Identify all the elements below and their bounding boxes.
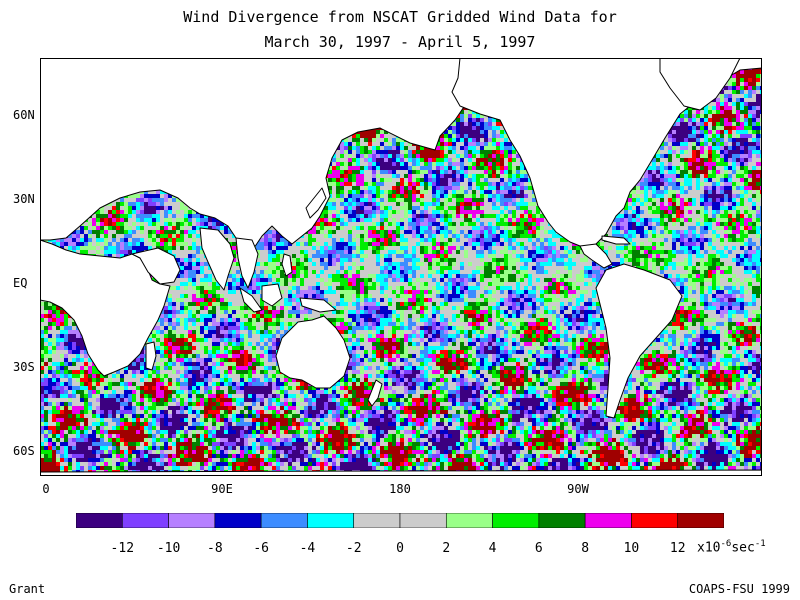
land-australia [275,315,351,389]
land-cuba [601,235,631,245]
land-philippines [281,253,293,277]
colorbar-tick-label: 0 [396,541,404,556]
lon-label-180: 180 [389,482,411,496]
lat-label-30n: 30N [13,192,35,206]
lon-label-90e: 90E [211,482,233,496]
colorbar-tick-label: -2 [345,541,362,556]
colorbar-tick-label: -10 [156,541,181,556]
colorbar-tick-label: 10 [623,541,640,556]
colorbar-swatch [538,513,586,528]
land-indochina [235,237,259,289]
colorbar-swatch [260,513,308,528]
divergence-map [40,58,762,476]
lon-label-0: 0 [42,482,50,496]
colorbar-swatch [445,513,493,528]
land-antarctica [40,469,762,476]
colorbar-tick-label: -12 [110,541,135,556]
colorbar-tick-label: 6 [534,541,543,556]
land-sumatra [239,287,263,313]
lat-label-60n: 60N [13,108,35,122]
colorbar-tick-label: 8 [581,541,590,556]
map-title-line1: Wind Divergence from NSCAT Gridded Wind … [183,8,617,26]
colorbar [76,513,724,528]
colorbar-swatch [76,513,123,528]
map-title-line2: March 30, 1997 - April 5, 1997 [264,33,536,51]
colorbar-swatch [399,513,447,528]
land-central-america [579,243,613,269]
colorbar-swatch [307,513,355,528]
colorbar-tick-label: 12 [669,541,686,556]
land-madagascar [145,341,157,371]
land-india [199,227,235,291]
footer-credit: COAPS-FSU 1999 [688,582,790,596]
colorbar-swatch [353,513,401,528]
colorbar-tick-label: 4 [488,541,497,556]
land-africa [40,239,171,377]
colorbar-swatch [168,513,216,528]
colorbar-tick-label: -4 [299,541,316,556]
land-newguinea [299,297,337,313]
land-arabia [131,247,181,285]
map-frame [40,58,762,476]
land-greenland [659,58,741,111]
footer-author: Grant [9,582,46,596]
land-masses [40,58,762,476]
lat-label-60s: 60S [13,444,35,458]
land-japan [305,187,327,219]
land-newzealand [367,379,383,407]
land-south-america [595,263,683,419]
lon-label-90w: 90W [567,482,589,496]
colorbar-tick-label: 2 [442,541,451,556]
colorbar-swatch [584,513,632,528]
colorbar-tick-label: -8 [207,541,223,556]
colorbar-swatch [631,513,679,528]
lat-label-30s: 30S [13,360,35,374]
colorbar-tick-label: -6 [253,541,269,556]
land-borneo [261,283,283,307]
colorbar-swatch [677,513,724,528]
lat-label-eq: EQ [13,276,28,290]
colorbar-swatch [492,513,540,528]
colorbar-swatch [214,513,262,528]
colorbar-swatch [121,513,169,528]
colorbar-units: x10-6sec-1 [697,539,766,556]
